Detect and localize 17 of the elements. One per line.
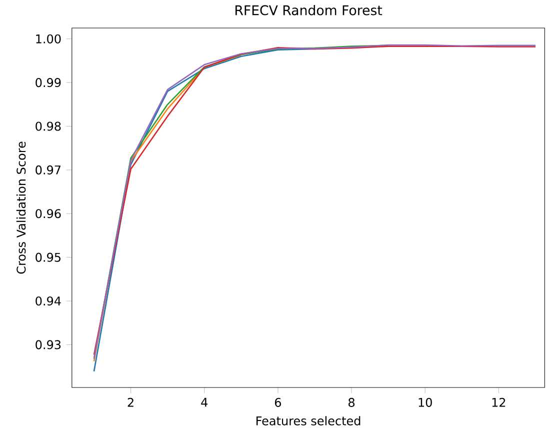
y-tick-label: 0.96 [36, 209, 61, 218]
y-tick-label: 0.97 [36, 166, 60, 175]
chart-title: RFECV Random Forest [236, 5, 382, 16]
x-tick-label: 10 [418, 398, 432, 408]
x-tick-label: 12 [492, 398, 506, 407]
y-tick-label: 1.00 [36, 34, 61, 44]
y-tick-label: 0.95 [36, 252, 60, 262]
y-tick-label: 0.93 [36, 340, 61, 350]
y-tick-label: 0.94 [36, 296, 61, 306]
x-tick-label: 6 [274, 398, 281, 408]
x-tick-label: 2 [128, 398, 134, 407]
y-tick-label: 0.99 [36, 78, 61, 88]
x-tick-label: 8 [348, 398, 355, 408]
y-axis-title: Cross Validation Score [16, 142, 26, 274]
x-tick-label: 4 [201, 398, 208, 407]
y-tick-label: 0.98 [36, 122, 61, 131]
x-axis-title: Features selected [256, 416, 360, 426]
